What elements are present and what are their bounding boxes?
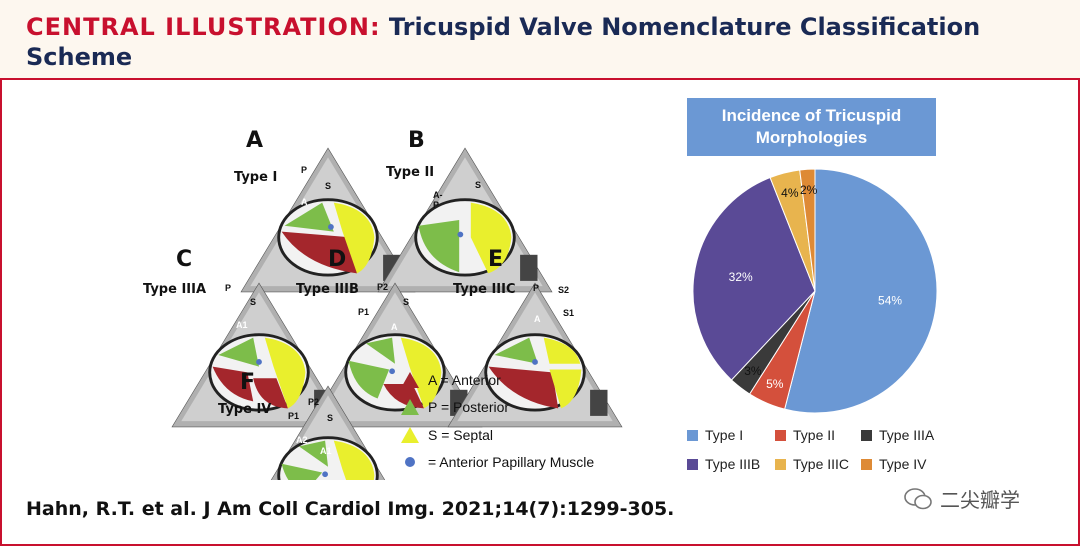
slice-type-iiib <box>692 176 816 381</box>
legend-item: Type IIIA <box>861 427 934 443</box>
region-label: P1 <box>358 307 370 317</box>
panel-e-triangle <box>447 282 623 428</box>
legend-swatch <box>861 429 872 441</box>
region-label: S <box>327 413 334 423</box>
figure-title: CENTRAL ILLUSTRATION: Tricuspid Valve No… <box>26 12 1026 72</box>
panel-d-triangle <box>307 282 483 428</box>
legend-item: Type IIIC <box>775 456 849 472</box>
title-lead: CENTRAL ILLUSTRATION: <box>26 13 381 41</box>
region-label: P2 <box>377 282 389 292</box>
panel-b-triangle <box>377 147 553 293</box>
chart-title: Incidence of Tricuspid Morphologies <box>687 98 936 156</box>
legend-swatch <box>775 429 786 441</box>
dot-icon <box>405 457 415 467</box>
citation: Hahn, R.T. et al. J Am Coll Cardiol Img.… <box>26 498 675 520</box>
legend-swatch <box>687 429 698 441</box>
region-label: S <box>475 180 482 190</box>
region-label: A2 <box>296 435 308 445</box>
triangle-icon <box>401 372 419 388</box>
panel-letter-e: E <box>488 247 504 272</box>
header-bar: CENTRAL ILLUSTRATION: Tricuspid Valve No… <box>0 0 1080 80</box>
panel-f-triangle <box>240 385 416 480</box>
legend-label: = Anterior Papillary Muscle <box>428 454 595 470</box>
slice-value-label: 32% <box>729 270 753 284</box>
slice-type-iv <box>799 168 816 292</box>
panel-letter-f: F <box>240 370 256 395</box>
legend-posterior: P = Posterior <box>400 398 509 416</box>
valve-diagram <box>171 147 623 480</box>
legend-item-label: Type I <box>705 427 744 443</box>
region-label: A <box>301 197 308 207</box>
legend-item-label: Type IV <box>879 456 927 472</box>
panel-type-a: Type I <box>234 170 278 185</box>
panel-type-d: Type IIIB <box>296 282 359 297</box>
legend-item: Type I <box>687 427 743 443</box>
panel-type-b: Type II <box>386 165 435 180</box>
legend-swatch <box>861 458 872 470</box>
panel-a-triangle <box>240 147 416 293</box>
panel-letter-d: D <box>328 247 347 272</box>
legend-item-label: Type IIIB <box>705 456 761 472</box>
legend-item: Type IV <box>861 456 926 472</box>
region-label: A1 <box>320 446 332 456</box>
panel-type-c: Type IIIA <box>143 282 207 297</box>
panel-letter-c: C <box>176 247 193 272</box>
slice-value-label: 2% <box>800 183 818 197</box>
legend-item: Type IIIB <box>687 456 760 472</box>
watermark: 二尖瓣学 <box>904 484 1020 513</box>
legend-anterior: A = Anterior <box>400 371 501 389</box>
slice-value-label: 54% <box>878 293 902 307</box>
region-label: A <box>534 314 541 324</box>
panel-type-e: Type IIIC <box>453 282 516 297</box>
legend-item: Type II <box>775 427 835 443</box>
region-label: S <box>250 297 257 307</box>
region-label: A2 <box>211 307 223 317</box>
pie-chart: 54% 5% 3% 32% 4% 2% <box>692 168 938 414</box>
legend-swatch <box>687 458 698 470</box>
region-label: P1 <box>288 411 300 421</box>
legend-label: S = Septal <box>428 427 493 443</box>
slice-value-label: 3% <box>744 364 762 378</box>
region-label: P <box>533 283 540 293</box>
legend-label: P = Posterior <box>428 399 510 415</box>
region-label: P <box>225 283 232 293</box>
slice-value-label: 5% <box>766 377 784 391</box>
title-text: Tricuspid Valve Nomenclature Classificat… <box>26 13 981 71</box>
legend-papillary: = Anterior Papillary Muscle <box>400 453 594 471</box>
region-label: P2 <box>308 397 320 407</box>
region-label: S2 <box>558 285 570 295</box>
slice-type-i <box>784 168 938 414</box>
legend-item-label: Type IIIA <box>879 427 935 443</box>
region-label: S <box>403 297 410 307</box>
panel-letter-b: B <box>408 128 425 153</box>
region-label: P <box>301 165 308 175</box>
slice-value-label: 4% <box>781 186 799 200</box>
region-label: A1 <box>236 320 248 330</box>
legend-septal: S = Septal <box>400 426 493 444</box>
region-label: S1 <box>563 308 575 318</box>
region-label: S <box>325 181 332 191</box>
chat-bubble-icon <box>904 487 932 509</box>
panel-type-f: Type IV <box>218 402 272 417</box>
region-label: A <box>391 322 398 332</box>
region-label: A-P <box>433 190 443 210</box>
legend-item-label: Type II <box>793 427 836 443</box>
legend-swatch <box>775 458 786 470</box>
triangle-icon <box>401 427 419 443</box>
triangle-icon <box>401 399 419 415</box>
panel-letter-a: A <box>246 128 264 153</box>
legend-label: A = Anterior <box>428 372 501 388</box>
legend-item-label: Type IIIC <box>793 456 850 472</box>
watermark-text: 二尖瓣学 <box>940 490 1020 512</box>
